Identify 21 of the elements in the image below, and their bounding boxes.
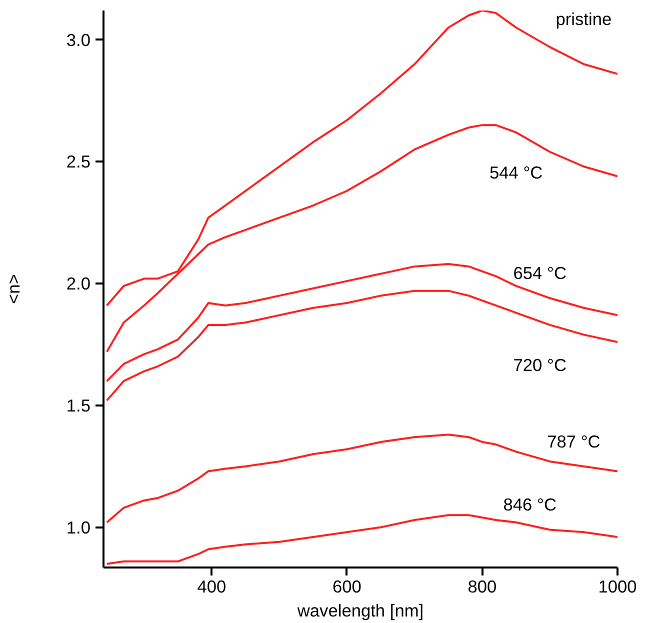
x-tick-label: 800 [468, 576, 497, 596]
y-tick-label: 1.0 [66, 517, 91, 538]
y-axis-title: <n> [3, 274, 24, 304]
series-label: 654 °C [513, 263, 566, 284]
series-label: 846 °C [503, 494, 556, 515]
series-label: pristine [556, 9, 612, 30]
line-series [106, 263, 618, 382]
x-axis-title: wavelength [nm] [296, 600, 424, 620]
y-tick-label: 3.0 [66, 30, 91, 50]
x-tick-label: 400 [197, 576, 226, 596]
y-tick-label: 1.5 [66, 395, 91, 416]
series-label: 544 °C [489, 162, 543, 182]
x-tick-label: 1000 [598, 576, 637, 596]
line-series [106, 514, 618, 565]
x-tick-label: 600 [332, 576, 362, 596]
series-label: 787 °C [547, 431, 600, 452]
line-series [106, 434, 618, 524]
y-tick-label: 2.5 [66, 152, 91, 172]
line-series [106, 290, 618, 402]
y-tick-label: 2.0 [66, 274, 91, 294]
series-label: 720 °C [513, 354, 566, 375]
